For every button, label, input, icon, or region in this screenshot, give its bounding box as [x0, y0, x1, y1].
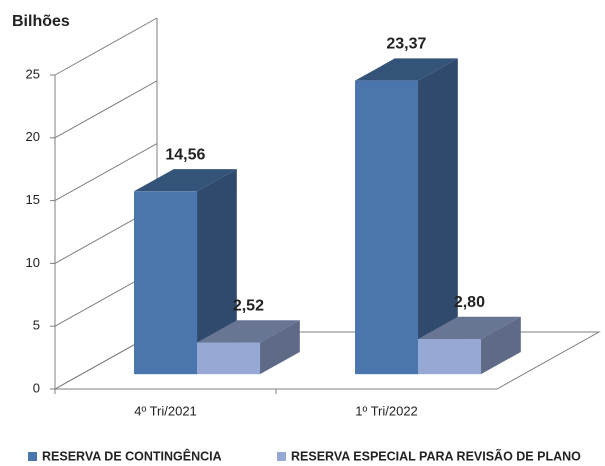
- bar: [418, 339, 482, 375]
- grid-line: [54, 143, 158, 202]
- value-label: 14,56: [165, 146, 205, 163]
- bar-side: [481, 316, 521, 375]
- chart-title: Bilhões: [12, 13, 70, 30]
- legend-swatch: [277, 452, 286, 461]
- bar: [134, 191, 198, 375]
- value-label: 2,52: [233, 298, 264, 315]
- value-label: 23,37: [386, 36, 426, 53]
- bar-top: [197, 320, 300, 343]
- value-label: 2,80: [454, 294, 485, 311]
- bar-top: [418, 316, 521, 340]
- legend-label: RESERVA ESPECIAL PARA REVISÃO DE PLANO: [291, 448, 581, 463]
- bar-side: [260, 320, 300, 375]
- grid-line: [54, 80, 158, 139]
- x-tick-label: 4º Tri/2021: [134, 403, 197, 418]
- y-tick-label: 25: [26, 66, 40, 81]
- y-tick-label: 10: [26, 255, 40, 270]
- y-tick-label: 15: [26, 192, 40, 207]
- bar-top: [355, 58, 458, 81]
- bar: [355, 80, 419, 375]
- y-tick-label: 20: [26, 129, 40, 144]
- legend-swatch: [28, 452, 37, 461]
- grid-line: [54, 17, 158, 76]
- bar: [197, 342, 261, 375]
- legend-label: RESERVA DE CONTINGÊNCIA: [42, 448, 222, 463]
- x-tick-label: 1º Tri/2022: [355, 403, 418, 418]
- y-tick-label: 0: [33, 380, 40, 395]
- y-tick-label: 5: [33, 318, 40, 333]
- bar-side: [418, 58, 458, 375]
- bar-side: [197, 169, 237, 375]
- bar-top: [134, 169, 237, 192]
